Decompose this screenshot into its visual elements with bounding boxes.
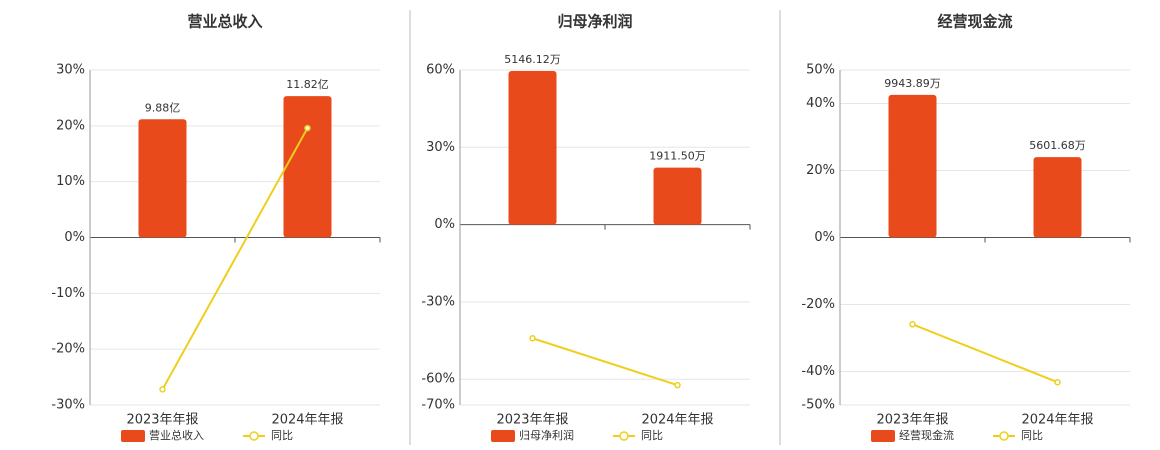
y-tick-label: -50%: [801, 398, 835, 413]
y-tick-label: 30%: [56, 63, 85, 78]
data-label: 9943.89万: [884, 77, 941, 90]
y-tick-label: 0%: [64, 230, 85, 245]
legend-swatch: [619, 431, 629, 441]
y-tick-label: -10%: [51, 286, 85, 301]
y-tick-label: 0%: [434, 217, 455, 232]
x-tick-label: 2024年年报: [641, 413, 713, 428]
bar: [653, 167, 702, 225]
legend-swatch: [491, 430, 515, 442]
legend-label: 同比: [1021, 429, 1043, 442]
yoy-line: [912, 323, 1058, 384]
x-tick-label: 2023年年报: [126, 413, 198, 428]
legend-label: 经营现金流: [899, 428, 954, 442]
data-label: 1911.50万: [649, 150, 706, 163]
yoy-point: [674, 381, 681, 389]
x-tick-label: 2024年年报: [1021, 413, 1093, 428]
legend-label: 同比: [641, 429, 663, 442]
bar: [283, 96, 332, 238]
legend-swatch: [999, 431, 1009, 441]
data-label: 11.82亿: [286, 78, 329, 91]
y-tick-label: 20%: [56, 118, 85, 133]
data-label: 5601.68万: [1029, 139, 1086, 152]
yoy-point: [909, 321, 916, 328]
yoy-line: [532, 337, 678, 387]
y-tick-label: 10%: [56, 174, 85, 189]
legend-label: 归母净利润: [519, 428, 574, 442]
legend-swatch: [121, 430, 145, 442]
x-tick-label: 2024年年报: [271, 413, 343, 428]
yoy-point: [529, 335, 536, 342]
chart-title: 经营现金流: [937, 13, 1012, 31]
y-tick-label: 50%: [806, 63, 835, 78]
yoy-point: [304, 124, 311, 132]
yoy-point: [159, 386, 166, 393]
y-tick-label: -70%: [421, 398, 455, 413]
data-label: 5146.12万: [504, 53, 561, 66]
y-tick-label: -60%: [421, 372, 455, 387]
y-tick-label: -20%: [801, 297, 835, 312]
y-tick-label: 20%: [806, 163, 835, 178]
yoy-line: [161, 127, 309, 390]
y-tick-label: 40%: [806, 96, 835, 111]
y-tick-label: -30%: [421, 294, 455, 309]
chart-title: 归母净利润: [557, 13, 632, 31]
bar: [888, 94, 937, 238]
x-tick-label: 2023年年报: [496, 413, 568, 428]
bar: [1033, 157, 1082, 238]
data-label: 9.88亿: [145, 101, 181, 114]
y-tick-label: 0%: [814, 230, 835, 245]
legend-label: 同比: [271, 429, 293, 442]
y-tick-label: -30%: [51, 398, 85, 413]
y-tick-label: -40%: [801, 364, 835, 379]
chart-title: 营业总收入: [187, 13, 262, 31]
legend-swatch: [249, 431, 259, 441]
yoy-point: [1054, 378, 1061, 386]
legend-swatch: [871, 430, 895, 442]
bar: [138, 119, 187, 238]
legend-label: 营业总收入: [149, 428, 204, 442]
y-tick-label: 30%: [426, 140, 455, 155]
bar: [508, 71, 557, 225]
y-tick-label: 60%: [426, 63, 455, 78]
x-tick-label: 2023年年报: [876, 413, 948, 428]
y-tick-label: -20%: [51, 342, 85, 357]
